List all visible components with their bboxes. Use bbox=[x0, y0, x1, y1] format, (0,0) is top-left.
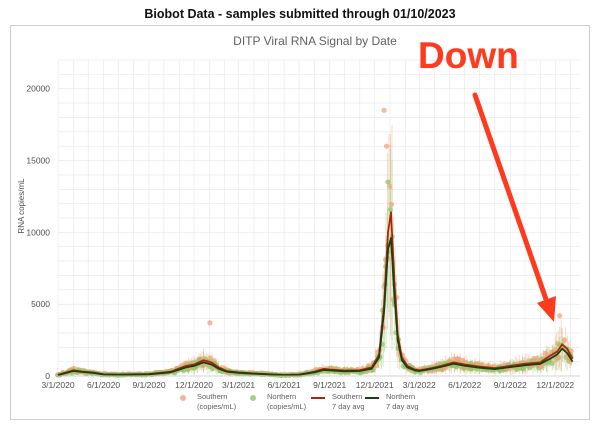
legend-label-sub: (copies/mL) bbox=[267, 402, 307, 411]
x-tick-label: 12/1/2020 bbox=[175, 380, 213, 390]
range-bands bbox=[57, 125, 573, 376]
legend-label-sub: 7 day avg bbox=[332, 402, 365, 411]
southern-point bbox=[556, 354, 562, 361]
x-tick-label: 12/1/2022 bbox=[536, 380, 574, 390]
y-tick-label: 15000 bbox=[26, 156, 50, 166]
northern-point bbox=[387, 206, 393, 213]
gridlines bbox=[57, 59, 580, 377]
northern-point bbox=[514, 366, 520, 373]
x-tick-label: 6/1/2020 bbox=[87, 380, 120, 390]
chart-frame bbox=[10, 25, 590, 420]
x-tick-label: 3/1/2022 bbox=[403, 380, 436, 390]
southern-point bbox=[388, 201, 395, 207]
x-tick-label: 9/1/2020 bbox=[132, 380, 165, 390]
legend-label: Southern bbox=[332, 392, 362, 401]
outlier-point bbox=[557, 313, 563, 319]
northern-point bbox=[549, 360, 555, 367]
legend-label: Northern bbox=[267, 392, 296, 401]
outlier-point bbox=[381, 107, 387, 113]
x-tick-label: 6/1/2021 bbox=[268, 380, 301, 390]
southern-point bbox=[561, 337, 568, 343]
axes: 0 5000 10000 15000 20000 3/1/2020 6/1/2020 9/1/… bbox=[26, 84, 580, 390]
arrow-shaft bbox=[472, 92, 551, 308]
northern-point bbox=[520, 365, 526, 371]
y-axis-label: RNA copies/mL bbox=[17, 178, 26, 234]
legend-label: Northern bbox=[386, 392, 415, 401]
legend-marker bbox=[250, 395, 256, 401]
southern-point bbox=[538, 363, 544, 370]
y-tick-label: 5000 bbox=[31, 299, 50, 309]
x-tick-label: 9/1/2022 bbox=[494, 380, 527, 390]
outlier-point bbox=[385, 179, 391, 185]
southern-point bbox=[479, 361, 486, 368]
x-tick-label: 3/1/2020 bbox=[41, 380, 74, 390]
southern-7-day-avg-line bbox=[57, 211, 574, 376]
outlier-point bbox=[383, 143, 390, 149]
legend-label-sub: (copies/mL) bbox=[197, 402, 237, 411]
x-tick-label: 6/1/2022 bbox=[448, 380, 481, 390]
x-tick-label: 12/1/2021 bbox=[356, 380, 394, 390]
red-arrow-icon bbox=[472, 92, 556, 322]
page-title: Biobot Data - samples submitted through … bbox=[144, 7, 456, 21]
northern-point bbox=[210, 365, 216, 372]
y-tick-label: 0 bbox=[45, 371, 50, 381]
southern-point bbox=[387, 183, 393, 190]
x-tick-label: 3/1/2021 bbox=[222, 380, 255, 390]
outlier-point bbox=[207, 320, 213, 326]
legend-marker bbox=[180, 395, 186, 401]
y-tick-label: 20000 bbox=[26, 84, 50, 94]
annotation-down: Down bbox=[418, 35, 519, 76]
x-tick-label: 9/1/2021 bbox=[313, 380, 346, 390]
legend-label-sub: 7 day avg bbox=[386, 402, 419, 411]
northern-7-day-avg-line bbox=[57, 237, 574, 376]
chart-title: DITP Viral RNA Signal by Date bbox=[233, 34, 397, 48]
legend-label: Southern bbox=[197, 392, 227, 401]
legend: Southern(copies/mL)Northern(copies/mL)So… bbox=[180, 392, 419, 411]
y-tick-label: 10000 bbox=[26, 227, 50, 237]
arrow-head bbox=[537, 296, 556, 322]
average-lines bbox=[57, 211, 574, 376]
